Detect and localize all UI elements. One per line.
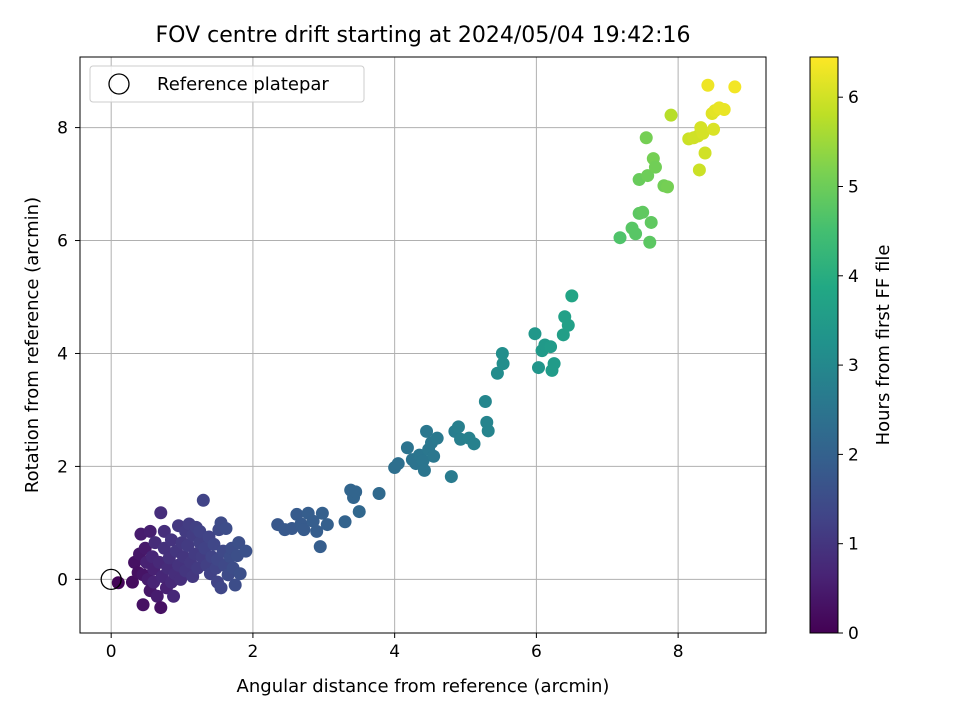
x-tick-label: 8	[673, 642, 684, 662]
data-point	[639, 131, 653, 145]
data-point	[416, 454, 430, 468]
colorbar-tick-label: 5	[848, 177, 859, 197]
data-point	[696, 126, 710, 140]
data-point	[310, 524, 324, 538]
data-point	[427, 449, 441, 463]
data-point	[692, 163, 706, 177]
colorbar-tick-label: 0	[848, 624, 859, 644]
colorbar-tick-label: 3	[848, 356, 859, 376]
colorbar-label: Hours from first FF file	[873, 245, 894, 446]
data-point	[641, 169, 655, 183]
x-tick-label: 6	[531, 642, 542, 662]
legend: Reference platepar	[89, 65, 365, 103]
data-point	[561, 318, 575, 332]
data-point	[613, 231, 627, 245]
data-point	[707, 122, 721, 136]
colorbar-tick-label: 4	[848, 267, 859, 287]
data-point	[664, 108, 678, 122]
data-point	[297, 523, 311, 537]
reference-platepar-marker	[100, 568, 122, 591]
data-point	[644, 215, 658, 229]
data-point	[648, 160, 662, 174]
y-tick-label: 6	[57, 232, 68, 252]
colorbar-ticks: 0 1 2 3 4 5 6	[838, 88, 859, 644]
x-axis-label: Angular distance from reference (arcmin)	[237, 676, 610, 697]
data-point	[315, 506, 329, 520]
data-point	[444, 470, 458, 484]
legend-marker-reference	[108, 73, 130, 95]
data-point	[467, 437, 481, 451]
y-axis-label: Rotation from reference (arcmin)	[22, 197, 43, 493]
data-point	[547, 357, 561, 371]
colorbar: 0 1 2 3 4 5 6 Hours from first FF file	[809, 56, 894, 644]
plot-points	[100, 78, 742, 615]
data-point	[233, 567, 247, 581]
data-point	[214, 581, 228, 595]
colorbar-tick-label: 6	[848, 88, 859, 108]
data-point	[306, 514, 320, 528]
data-point	[150, 589, 164, 603]
data-point	[143, 524, 157, 538]
colorbar-tick-label: 2	[848, 445, 859, 465]
data-point	[372, 487, 386, 501]
y-tick-label: 4	[57, 344, 68, 364]
data-point	[167, 589, 181, 603]
x-tick-label: 2	[248, 642, 259, 662]
data-point	[478, 394, 492, 408]
data-point	[239, 544, 253, 558]
data-point	[698, 146, 712, 160]
data-point	[717, 103, 731, 117]
data-point	[496, 357, 510, 371]
data-point	[207, 537, 221, 551]
x-axis: 0 2 4 6 8	[106, 633, 684, 662]
y-tick-label: 8	[57, 119, 68, 139]
colorbar-gradient	[809, 56, 839, 634]
data-point	[228, 578, 242, 592]
data-point	[125, 575, 139, 589]
data-point	[400, 441, 414, 455]
data-point	[532, 361, 546, 375]
x-tick-label: 4	[389, 642, 400, 662]
x-tick-label: 0	[106, 642, 117, 662]
y-axis: 0 2 4 6 8	[57, 119, 80, 590]
data-point	[219, 522, 233, 536]
y-tick-label: 0	[57, 570, 68, 590]
data-point	[556, 328, 570, 342]
data-point	[544, 340, 558, 354]
legend-label-reference: Reference platepar	[157, 74, 329, 95]
data-point	[495, 346, 509, 360]
data-point	[320, 518, 334, 532]
data-point	[728, 80, 742, 94]
data-point	[154, 506, 168, 520]
data-point	[164, 533, 178, 547]
data-point	[430, 431, 444, 445]
data-point	[643, 235, 657, 249]
data-point	[451, 420, 465, 434]
data-point	[701, 78, 715, 92]
data-point	[420, 424, 434, 438]
data-point	[349, 485, 363, 499]
colorbar-tick-label: 1	[848, 535, 859, 555]
data-point	[528, 327, 542, 341]
data-point	[417, 463, 431, 477]
data-point	[313, 540, 327, 554]
data-point	[352, 505, 366, 519]
data-point	[629, 227, 643, 241]
legend-frame	[89, 65, 365, 103]
data-point	[154, 601, 168, 615]
data-point	[565, 289, 579, 303]
data-point	[481, 424, 495, 438]
data-point	[196, 493, 210, 507]
data-point	[338, 515, 352, 529]
data-point	[490, 366, 504, 380]
y-tick-label: 2	[57, 457, 68, 477]
plot-frame	[79, 56, 767, 634]
data-point	[136, 598, 150, 612]
data-point	[636, 205, 650, 219]
data-point	[660, 180, 674, 194]
chart-title: FOV centre drift starting at 2024/05/04 …	[156, 23, 691, 48]
data-point	[391, 457, 405, 471]
